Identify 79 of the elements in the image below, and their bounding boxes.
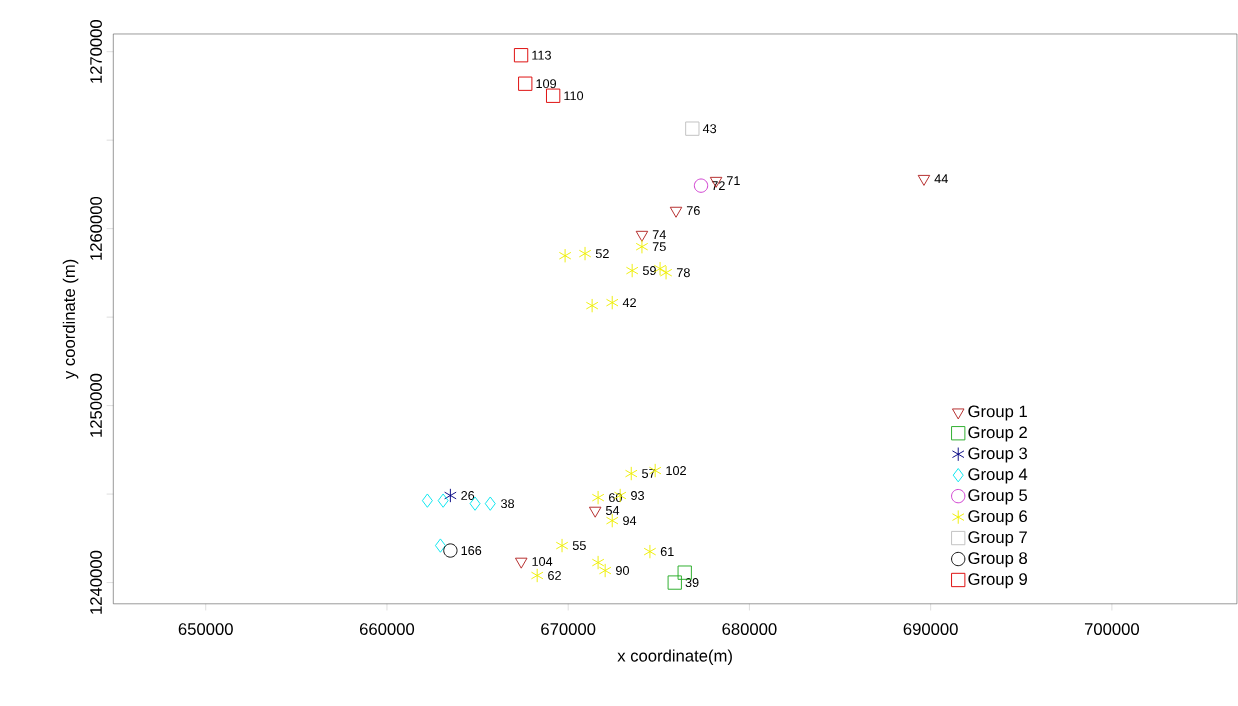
legend-label: Group 4 [968,468,1028,484]
point [546,88,561,103]
legend-label: Group 6 [968,510,1027,526]
annotation: 71 [726,176,740,186]
point [434,538,446,553]
point [513,48,529,63]
point [484,496,496,511]
y-tick-label: 1250000 [90,373,102,437]
point [585,298,599,313]
point [693,178,709,193]
point [421,493,433,508]
point [625,263,639,278]
annotation: 102 [666,466,686,476]
annotation: 57 [642,469,655,479]
annotation: 43 [702,124,717,134]
point [685,121,700,136]
point [591,490,605,505]
legend-label: Group 1 [968,405,1027,421]
point [635,239,649,254]
point [558,248,572,263]
point [677,565,692,580]
annotation: 166 [461,546,482,556]
annotation: 104 [532,557,553,567]
point [643,544,657,559]
annotation: 52 [595,249,609,259]
annotation: 78 [676,268,690,278]
annotation: 113 [532,50,551,60]
annotation: 38 [501,499,515,509]
point [443,543,458,558]
point [669,206,683,218]
annotation: 74 [652,230,666,240]
legend-label: Group 9 [968,573,1027,589]
point [917,175,931,186]
x-tick-label: 650000 [178,623,233,636]
x-tick-label: 680000 [722,623,777,636]
y-tick-label: 1260000 [90,196,102,260]
x-tick-label: 670000 [541,623,596,636]
legend-label: Group 3 [968,447,1027,463]
point [667,575,682,590]
annotation: 110 [564,91,584,101]
annotation: 39 [685,578,699,588]
annotation: 90 [616,566,630,576]
point [635,230,649,242]
annotation: 75 [652,242,666,252]
y-tick-label: 1270000 [90,20,102,83]
annotation: 76 [686,206,700,216]
annotation: 61 [660,547,674,557]
point [625,466,638,481]
point [530,568,544,583]
annotation: 42 [622,298,636,308]
x-tick-label: 700000 [1084,623,1140,636]
x-tick-label: 660000 [360,623,415,636]
legend-label: Group 2 [968,426,1027,442]
y-axis-title: y coordinate (m) [62,259,79,380]
annotation: 26 [461,491,475,501]
annotation: 55 [572,541,586,551]
point [444,488,457,503]
annotation: 54 [605,506,620,516]
legend-label: Group 5 [968,489,1028,505]
y-tick-label: 1240000 [90,550,102,614]
annotation: 72 [711,181,725,191]
annotation: 109 [536,79,557,89]
legend-label: Group 8 [968,552,1028,568]
point [437,493,449,508]
point [555,538,569,553]
annotation: 59 [642,266,656,276]
point [518,76,533,91]
point [515,557,528,569]
x-axis-title: x coordinate(m) [617,649,732,666]
annotation: 94 [623,516,637,526]
point [578,246,592,261]
point [605,295,619,310]
annotation: 44 [934,174,948,184]
point [659,265,673,280]
annotation: 62 [548,571,561,581]
point [588,506,602,518]
legend-label: Group 7 [968,531,1027,547]
annotation: 93 [631,491,644,501]
x-tick-label: 690000 [903,623,958,636]
